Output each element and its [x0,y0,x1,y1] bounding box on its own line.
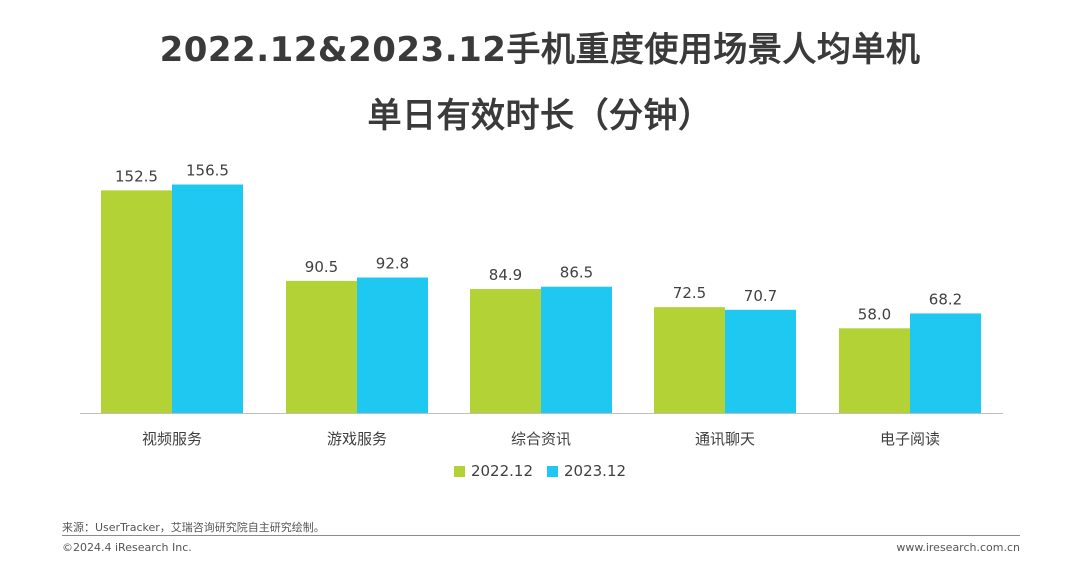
bar-2022.12-3 [654,307,725,413]
category-label-1: 游戏服务 [327,430,387,448]
legend-item-2023: 2023.12 [547,462,626,480]
chart-title-line-2: 单日有效时长（分钟） [367,96,713,136]
category-label-4: 电子阅读 [880,430,940,448]
data-label-2022.12-0: 152.5 [115,167,158,185]
chart-title-line-1: 2022.12&2023.12手机重度使用场景人均单机 [159,30,921,70]
category-label-3: 通讯聊天 [695,430,755,448]
bar-2022.12-1 [286,280,357,413]
copyright-text: ©2024.4 iResearch Inc. [62,541,192,554]
legend-item-2022: 2022.12 [453,462,533,480]
data-label-2023.12-0: 156.5 [186,162,229,180]
bar-2023.12-1 [357,277,428,413]
data-label-2023.12-4: 68.2 [929,290,962,308]
legend-label-2023: 2023.12 [564,462,627,480]
chart-legend: 2022.12 2023.12 [0,462,1080,480]
bar-2022.12-0 [101,190,172,413]
source-note: 来源：UserTracker，艾瑞咨询研究院自主研究绘制。 [62,521,325,534]
category-label-2: 综合资讯 [511,430,571,448]
website-link[interactable]: www.iresearch.com.cn [896,541,1020,554]
bar-2022.12-2 [470,289,541,413]
bar-2023.12-2 [541,286,612,413]
data-label-2022.12-2: 84.9 [489,266,522,284]
legend-swatch-2022 [453,465,465,477]
data-label-2023.12-2: 86.5 [560,264,593,282]
bar-2022.12-4 [839,328,910,413]
bar-2023.12-4 [910,313,981,413]
legend-swatch-2023 [547,465,558,477]
data-label-2023.12-3: 70.7 [744,287,777,305]
data-label-2022.12-4: 58.0 [858,305,891,323]
data-label-2022.12-3: 72.5 [673,284,706,302]
category-label-0: 视频服务 [142,430,202,448]
data-label-2023.12-1: 92.8 [376,255,409,273]
legend-label-2022: 2022.12 [470,462,533,480]
bar-2023.12-3 [725,309,796,413]
data-label-2022.12-1: 90.5 [305,258,338,276]
bar-chart: 152.5 156.5 视频服务 90.5 92.8 游戏服务 84.9 86.5 综合资讯 72… [80,162,1003,448]
footer-divider [62,535,1020,536]
bar-2023.12-0 [172,184,243,413]
